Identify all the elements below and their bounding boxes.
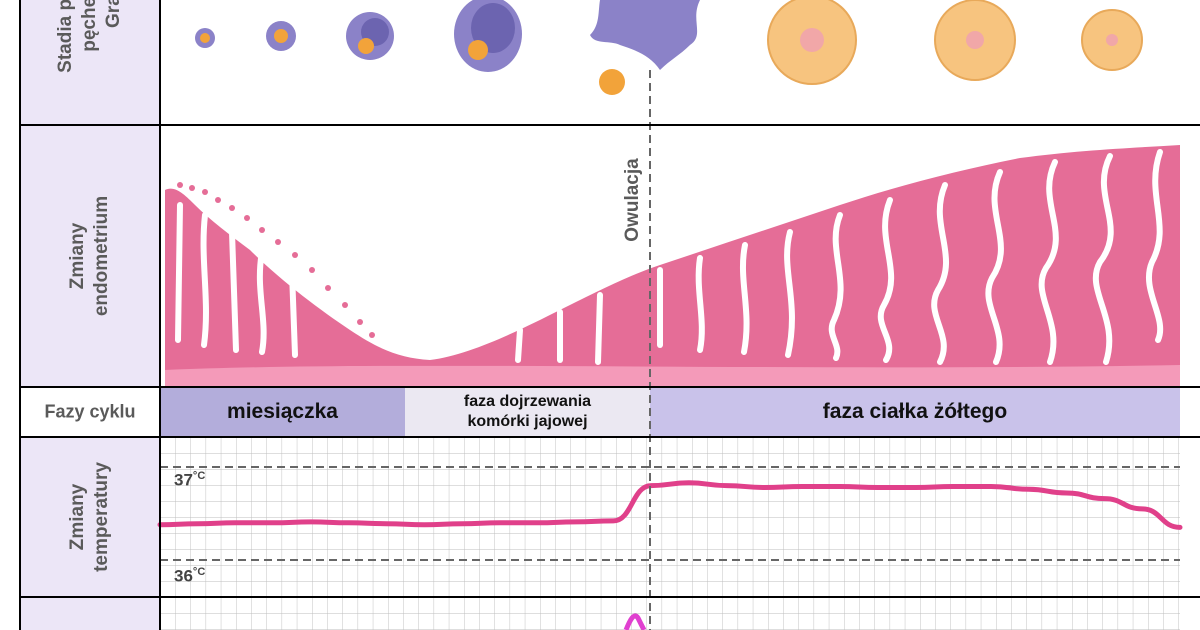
temp-label-37: 37°C xyxy=(174,470,205,491)
phase-band-follicular xyxy=(405,387,650,437)
bottom-label-bg xyxy=(20,597,160,630)
temperature-label-bg xyxy=(20,437,160,597)
temp-36-unit: °C xyxy=(192,566,206,578)
phase-band-luteal xyxy=(650,387,1180,437)
phases-label-text: Fazy cyklu xyxy=(44,401,136,422)
temp-37-unit: °C xyxy=(192,470,206,482)
follicle-row-label-text: Stadia przemian pęcherzyka Graffa xyxy=(54,0,126,73)
follicle-label-line1: Stadia przemian xyxy=(55,0,76,73)
temperature-row-label-text: Zmiany temperatury xyxy=(66,462,114,572)
temperature-label-line2: temperatury xyxy=(91,462,112,572)
ruptured-follicle xyxy=(590,0,700,95)
phase-luteal: faza ciałka żółtego xyxy=(650,387,1180,436)
table-borders xyxy=(19,0,1200,630)
follicle-stages xyxy=(195,0,1143,95)
phase-follicular: faza dojrzewania komórki jajowej xyxy=(405,387,650,436)
phase-menstruation: miesiączka xyxy=(160,387,405,436)
phases-label-bg xyxy=(20,387,160,437)
temp-36-value: 36 xyxy=(174,566,193,586)
corpus-luteum-medium xyxy=(934,0,1016,81)
endometrium-label-line2: endometrium xyxy=(91,195,112,317)
temperature-curve xyxy=(157,480,1183,530)
bottom-grid xyxy=(160,597,1180,630)
primary-follicle xyxy=(266,21,296,51)
temperature-label-line1: Zmiany xyxy=(67,483,88,551)
follicle-label-line2: pęcherzyka xyxy=(79,0,100,52)
phase-band-menstruation xyxy=(160,387,405,437)
tertiary-follicle xyxy=(454,0,522,72)
temp-label-36: 36°C xyxy=(174,566,205,587)
phases-row-label: Fazy cyklu xyxy=(20,387,160,437)
endometrium-illustration xyxy=(165,145,1180,387)
endometrium-base xyxy=(165,365,1180,387)
corpus-luteum-small xyxy=(1081,9,1143,71)
endometrium-label-bg xyxy=(20,125,160,387)
follicle-label-bg xyxy=(20,0,160,125)
follicle-row-label: Stadia przemian pęcherzyka Graffa xyxy=(20,0,160,125)
endometrium-shedding-fragments xyxy=(177,182,375,338)
phase-menstruation-text: miesiączka xyxy=(227,399,338,423)
endometrium-row-label-text: Zmiany endometrium xyxy=(66,196,114,316)
primordial-follicle xyxy=(195,28,215,48)
endometrium-glands xyxy=(175,149,1164,365)
phase-luteal-text: faza ciałka żółtego xyxy=(822,399,1008,423)
endometrium-tissue xyxy=(165,145,1180,387)
endometrium-row-label: Zmiany endometrium xyxy=(20,125,160,387)
temperature-row-label: Zmiany temperatury xyxy=(20,437,160,597)
corpus-luteum-large xyxy=(767,0,857,85)
phase-follicular-text: faza dojrzewania komórki jajowej xyxy=(463,392,592,430)
ovulation-label: Owulacja xyxy=(622,154,644,246)
secondary-follicle xyxy=(346,12,394,60)
temp-37-value: 37 xyxy=(174,470,193,490)
endometrium-label-line1: Zmiany xyxy=(67,222,88,290)
follicle-label-line3: Graffa xyxy=(103,0,124,28)
temperature-grid xyxy=(160,437,1180,597)
lh-peak xyxy=(623,613,647,630)
